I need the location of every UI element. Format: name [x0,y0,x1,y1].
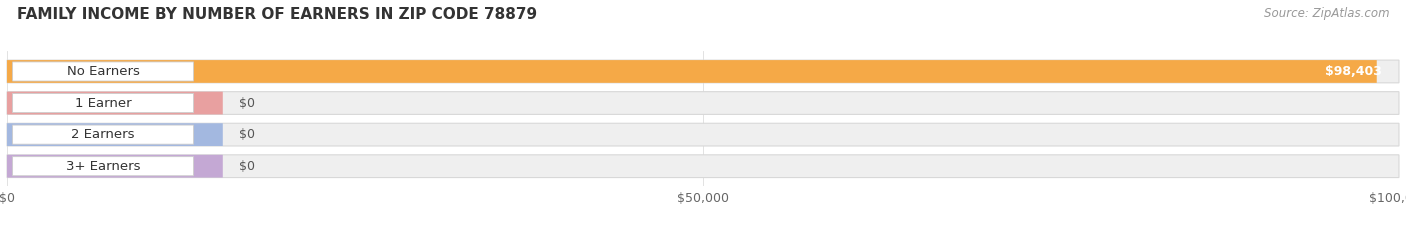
FancyBboxPatch shape [7,60,1399,83]
Text: No Earners: No Earners [66,65,139,78]
Text: 3+ Earners: 3+ Earners [66,160,141,173]
Text: 1 Earner: 1 Earner [75,96,131,110]
Text: $0: $0 [239,96,256,110]
FancyBboxPatch shape [7,155,222,178]
Text: FAMILY INCOME BY NUMBER OF EARNERS IN ZIP CODE 78879: FAMILY INCOME BY NUMBER OF EARNERS IN ZI… [17,7,537,22]
Text: $0: $0 [239,128,256,141]
FancyBboxPatch shape [7,155,1399,178]
FancyBboxPatch shape [13,157,194,176]
FancyBboxPatch shape [7,60,1376,83]
Text: Source: ZipAtlas.com: Source: ZipAtlas.com [1264,7,1389,20]
FancyBboxPatch shape [13,62,194,81]
FancyBboxPatch shape [13,125,194,144]
Text: $98,403: $98,403 [1326,65,1382,78]
FancyBboxPatch shape [13,93,194,113]
FancyBboxPatch shape [7,92,1399,114]
FancyBboxPatch shape [7,123,1399,146]
Text: $0: $0 [239,160,256,173]
FancyBboxPatch shape [7,123,222,146]
FancyBboxPatch shape [7,92,222,114]
Text: 2 Earners: 2 Earners [72,128,135,141]
